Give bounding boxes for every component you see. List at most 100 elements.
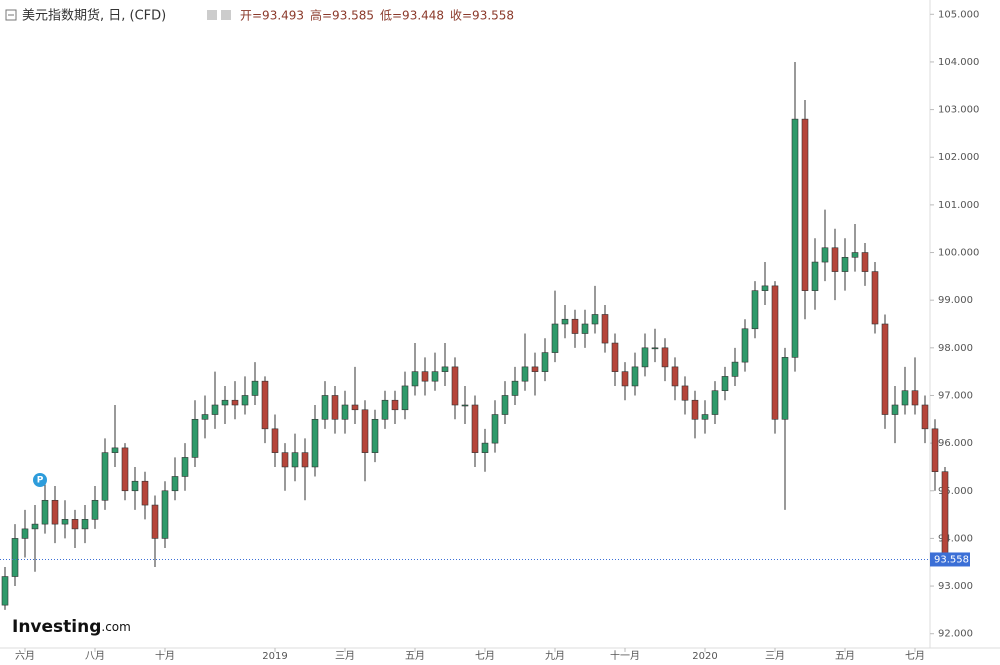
candle-body — [11, 538, 19, 577]
candle-body — [41, 499, 49, 525]
candle-body — [211, 404, 219, 415]
candle-body — [581, 323, 589, 334]
candle-body — [811, 261, 819, 291]
y-tick-label: 100.000 — [938, 248, 979, 259]
y-tick-label: 95.000 — [938, 486, 973, 497]
candle-body — [781, 357, 789, 420]
x-tick-label: 十一月 — [610, 649, 640, 662]
candle-body — [691, 399, 699, 420]
candle-body — [901, 390, 909, 406]
candle-body — [541, 352, 549, 372]
candle-body — [861, 252, 869, 272]
x-tick-label: 八月 — [85, 650, 105, 662]
candle-body — [701, 414, 709, 420]
candle-body — [841, 256, 849, 272]
x-tick-label: 五月 — [405, 650, 425, 662]
candle-body — [791, 118, 799, 358]
candle-body — [151, 504, 159, 539]
collapse-icon[interactable] — [5, 9, 17, 21]
x-tick-label: 2020 — [692, 651, 717, 662]
y-tick-label: 102.000 — [938, 152, 979, 163]
candle-body — [231, 399, 239, 406]
candle-body — [401, 385, 409, 411]
candle-body — [501, 395, 509, 415]
settings-icon[interactable] — [221, 10, 231, 20]
candle-body — [271, 428, 279, 453]
candle-body — [1, 576, 9, 606]
candle-body — [451, 366, 459, 406]
candle-body — [81, 519, 89, 530]
last-price-box — [930, 552, 970, 567]
x-tick-label: 六月 — [15, 650, 35, 662]
settings-icon[interactable] — [207, 10, 217, 20]
ohlc-readout: 开=93.493 — [240, 9, 304, 23]
candle-body — [281, 452, 289, 468]
y-tick-label: 94.000 — [938, 533, 973, 544]
candle-body — [301, 452, 309, 468]
candle-body — [821, 247, 829, 263]
y-tick-label: 92.000 — [938, 629, 973, 640]
candle-body — [711, 390, 719, 415]
last-price-label: 93.558 — [934, 554, 969, 565]
candle-body — [261, 380, 269, 430]
candle-body — [941, 471, 949, 560]
ohlc-readout: 低=93.448 — [380, 9, 444, 23]
candle-body — [131, 480, 139, 492]
candle-body — [141, 480, 149, 506]
candle-body — [361, 409, 369, 453]
candle-body — [561, 318, 569, 325]
candle-body — [101, 452, 109, 501]
candle-body — [621, 371, 629, 387]
candle-body — [671, 366, 679, 387]
candle-body — [381, 399, 389, 420]
candle-body — [551, 323, 559, 353]
x-tick-label: 2019 — [262, 651, 287, 662]
candle-body — [311, 418, 319, 468]
candle-body — [91, 499, 99, 520]
candle-body — [71, 519, 79, 530]
candle-body — [831, 247, 839, 272]
y-tick-label: 98.000 — [938, 343, 973, 354]
candle-body — [411, 371, 419, 387]
candle-body — [201, 414, 209, 420]
candle-body — [771, 285, 779, 420]
candle-body — [221, 399, 229, 406]
candle-body — [491, 414, 499, 444]
candle-body — [241, 395, 249, 406]
candle-body — [641, 347, 649, 368]
candle-body — [751, 290, 759, 330]
candle-body — [251, 380, 259, 396]
candle-body — [331, 395, 339, 420]
candle-body — [31, 523, 39, 530]
candle-body — [661, 347, 669, 368]
candle-body — [591, 314, 599, 325]
candle-body — [531, 366, 539, 372]
candle-body — [801, 118, 809, 291]
logo: Investing.com — [12, 617, 131, 637]
candle-body — [291, 452, 299, 468]
x-tick-label: 十月 — [155, 649, 175, 662]
candle-body — [881, 323, 889, 415]
y-tick-label: 101.000 — [938, 200, 979, 211]
candle-body — [521, 366, 529, 382]
candle-body — [21, 528, 29, 539]
y-tick-label: 96.000 — [938, 438, 973, 449]
y-tick-label: 104.000 — [938, 57, 979, 68]
candle-body — [171, 476, 179, 492]
x-tick-label: 七月 — [905, 650, 925, 662]
y-tick-label: 93.000 — [938, 581, 973, 592]
candle-body — [471, 404, 479, 453]
candle-body — [761, 285, 769, 291]
x-tick-label: 九月 — [545, 650, 565, 662]
candle-body — [911, 390, 919, 406]
chart-title: 美元指数期货, 日, (CFD) — [22, 8, 166, 24]
candle-body — [441, 366, 449, 372]
x-tick-label: 五月 — [835, 650, 855, 662]
candle-body — [341, 404, 349, 420]
candle-body — [741, 328, 749, 363]
candle-body — [921, 404, 929, 430]
candle-body — [721, 376, 729, 392]
candle-body — [511, 380, 519, 396]
candle-body — [601, 314, 609, 344]
candle-body — [481, 442, 489, 453]
